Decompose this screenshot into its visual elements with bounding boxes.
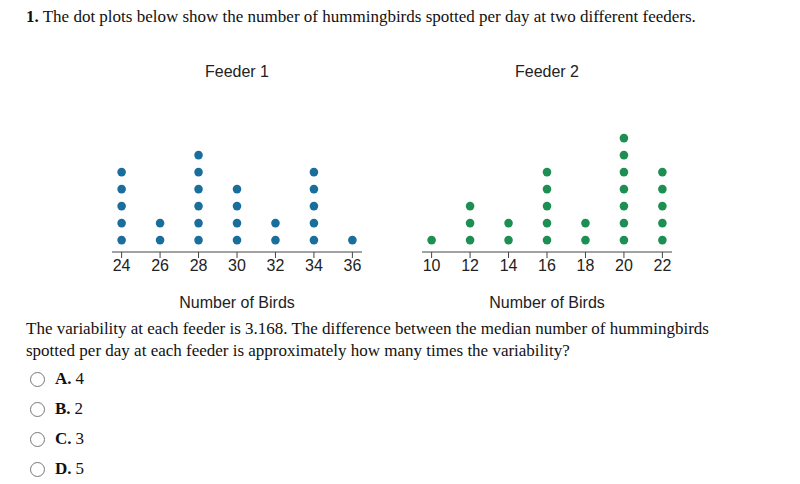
svg-text:34: 34 [305, 257, 323, 274]
svg-text:36: 36 [343, 257, 361, 274]
svg-text:14: 14 [500, 257, 518, 274]
svg-text:20: 20 [615, 257, 633, 274]
svg-text:16: 16 [538, 257, 556, 274]
html-text:C. 3: C. 3 [55, 429, 84, 448]
html-text:Feeder 1: Feeder 1 [205, 63, 269, 80]
html-text:A. 4: A. 4 [55, 369, 84, 388]
svg-text:12: 12 [461, 257, 479, 274]
html-text:Feeder 2: Feeder 2 [515, 63, 579, 80]
svg-text:18: 18 [577, 257, 595, 274]
svg-text:28: 28 [190, 257, 208, 274]
html-text:B. 2: B. 2 [55, 399, 84, 418]
svg-text:Number of Birds: Number of Birds [179, 294, 295, 311]
svg-text:24: 24 [113, 257, 131, 274]
svg-text:26: 26 [151, 257, 169, 274]
html-text:D. 5: D. 5 [55, 459, 84, 478]
svg-text:32: 32 [267, 257, 285, 274]
svg-text:30: 30 [228, 257, 246, 274]
html-text:1. The dot plots below show th: 1. The dot plots below show the number o… [26, 7, 696, 26]
svg-text:10: 10 [423, 257, 441, 274]
svg-text:Number of Birds: Number of Birds [489, 294, 605, 311]
svg-text:22: 22 [653, 257, 671, 274]
html-text:The variability at each feeder: The variability at each feeder is 3.168.… [26, 319, 709, 360]
